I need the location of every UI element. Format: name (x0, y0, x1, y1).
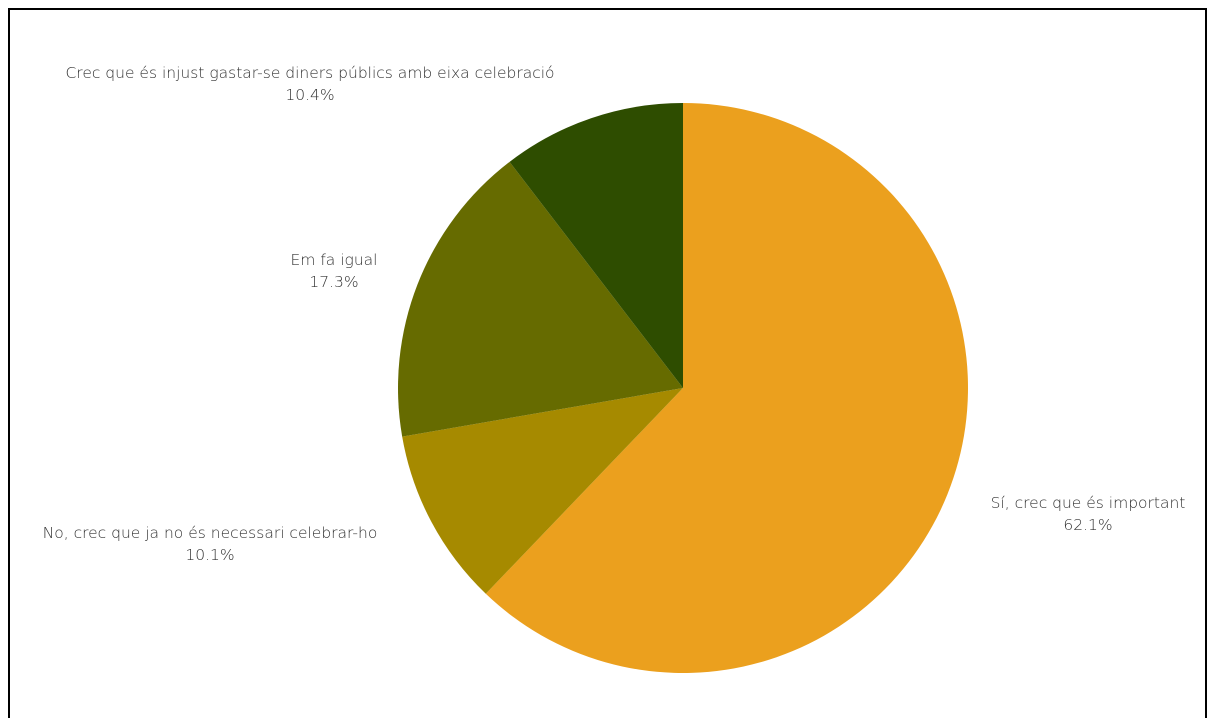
slice-label-0: Sí, crec que és important (991, 494, 1186, 512)
pie-slice-0[interactable] (485, 103, 968, 673)
slice-value-label-3: 10.4% (285, 86, 334, 104)
pie-slices (398, 103, 968, 673)
pie-slice-3[interactable] (509, 103, 683, 388)
pie-slice-1[interactable] (402, 388, 683, 594)
slice-value-label-0: 62.1% (1063, 516, 1112, 534)
pie-labels: Sí, crec que és important 62.1% No, crec q… (43, 64, 1186, 564)
slice-label-1: No, crec que ja no és necessari celebrar… (43, 524, 378, 542)
slice-label-3: Crec que és injust gastar-se diners públ… (65, 64, 554, 82)
slice-label-2: Em fa igual (291, 251, 378, 269)
slice-value-label-2: 17.3% (309, 273, 358, 291)
slice-value-label-1: 10.1% (185, 546, 234, 564)
pie-slice-2[interactable] (398, 161, 683, 437)
